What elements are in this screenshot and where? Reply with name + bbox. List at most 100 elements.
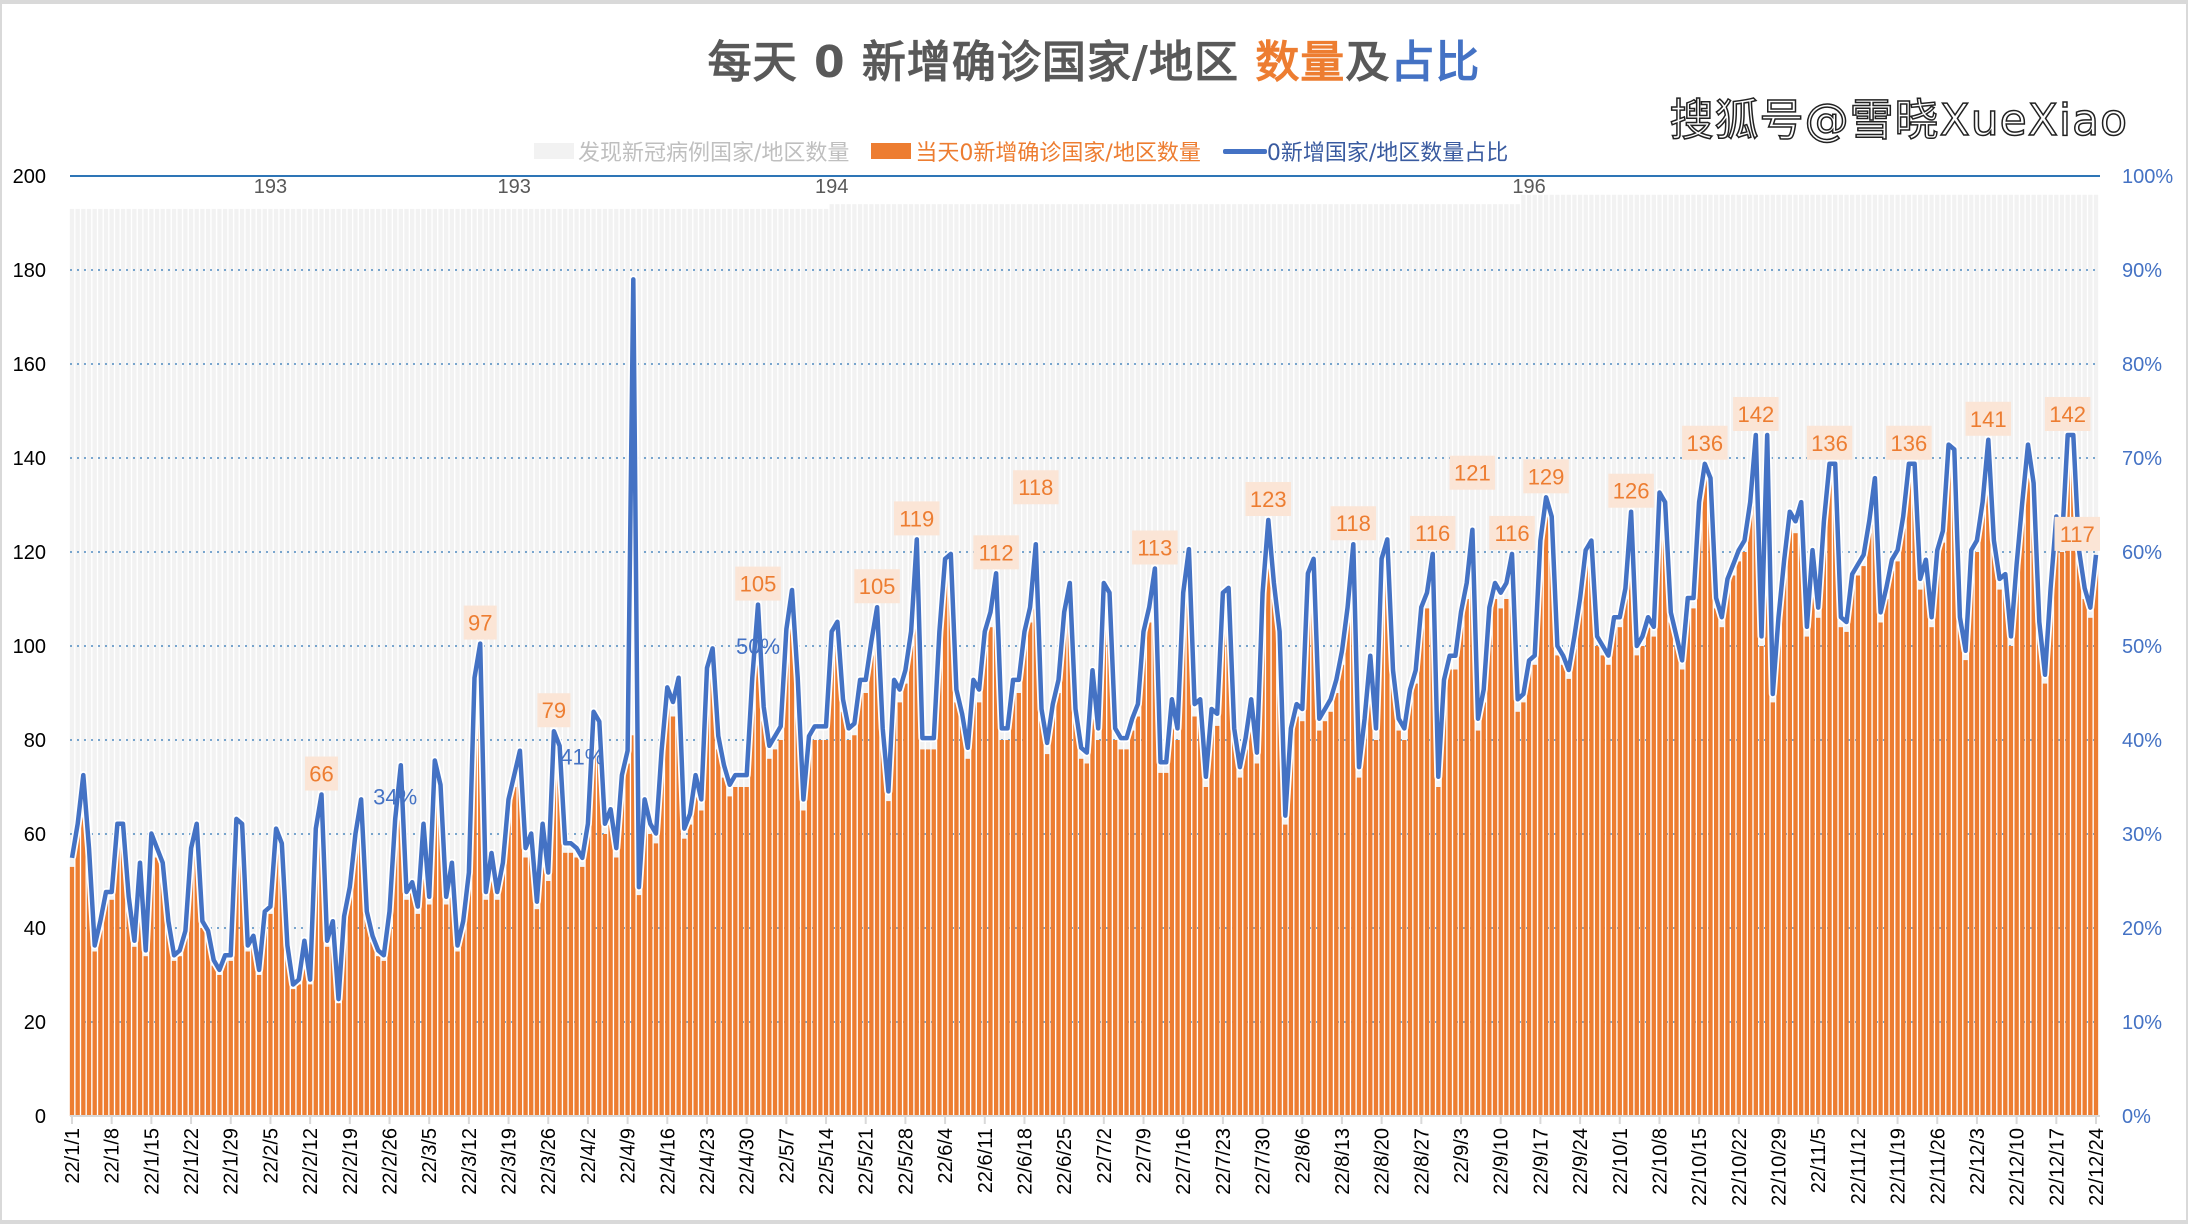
zero-new-bar <box>387 918 392 1116</box>
zero-new-bar <box>937 646 942 1116</box>
zero-new-bar <box>874 622 880 1116</box>
x-tick-label: 22/11/5 <box>1808 1128 1830 1193</box>
total-bar <box>126 208 131 1116</box>
x-tick-label: 22/3/19 <box>499 1128 521 1195</box>
zero-new-bar <box>574 857 579 1116</box>
zero-new-bar <box>744 787 749 1116</box>
zero-new-bar <box>143 956 148 1116</box>
total-bar <box>676 208 681 1116</box>
x-tick-label: 22/10/8 <box>1649 1128 1671 1195</box>
legend-item-zero[interactable]: 当天0新增确诊国家/地区数量 <box>871 135 1201 167</box>
zero-new-bar <box>829 646 834 1116</box>
total-bar <box>495 208 500 1116</box>
zero-new-bar <box>568 852 574 1116</box>
zero-new-bar <box>421 834 426 1116</box>
zero-new-bar <box>455 951 460 1116</box>
y-left-tick-label: 120 <box>13 542 46 564</box>
zero-new-bar <box>1645 627 1651 1116</box>
zero-new-bar <box>942 575 948 1116</box>
zero-new-bar <box>1770 702 1775 1116</box>
total-bar <box>818 208 823 1116</box>
zero-new-bar <box>914 556 919 1116</box>
zero-new-bar <box>1504 599 1509 1116</box>
total-bar <box>296 208 301 1116</box>
zero-new-bar <box>1935 561 1940 1116</box>
zero-new-bar <box>1288 740 1294 1116</box>
total-bar <box>370 208 375 1116</box>
zero-new-bar <box>1175 740 1180 1116</box>
total-bar <box>682 208 687 1116</box>
zero-new-bar <box>687 824 693 1116</box>
zero-new-bar <box>1912 476 1917 1116</box>
zero-new-bar <box>92 951 97 1116</box>
zero-new-bar <box>1322 721 1328 1116</box>
zero-new-bar <box>2048 599 2053 1116</box>
total-bar <box>1243 204 1248 1116</box>
zero-new-bar <box>988 627 993 1116</box>
x-tick-label: 22/2/26 <box>379 1128 401 1195</box>
zero-new-bar <box>1067 599 1072 1116</box>
total-bar <box>1209 204 1214 1116</box>
zero-new-bar <box>585 834 591 1116</box>
ratio-line <box>69 277 2099 1002</box>
x-tick-label: 22/6/25 <box>1054 1128 1076 1195</box>
zero-new-bar <box>109 899 114 1116</box>
zero-new-bar <box>1385 556 1390 1116</box>
total-bar <box>324 208 330 1116</box>
x-tick-label: 22/8/27 <box>1411 1128 1433 1195</box>
zero-new-bar <box>954 702 959 1116</box>
x-tick-label: 22/4/16 <box>657 1128 679 1195</box>
zero-new-bar <box>1441 693 1447 1116</box>
zero-new-bar <box>1101 599 1106 1116</box>
zero-new-bar <box>823 740 829 1116</box>
total-bar <box>506 208 511 1116</box>
zero-new-bar <box>614 857 619 1116</box>
x-tick-label: 22/8/6 <box>1292 1128 1314 1184</box>
y-right-tick-label: 100% <box>2122 166 2173 188</box>
zero-new-bar <box>1651 636 1656 1116</box>
zero-new-bar <box>2071 448 2076 1117</box>
zero-data-label: 123 <box>1250 487 1287 512</box>
zero-new-bar <box>177 956 182 1116</box>
total-bar <box>330 208 335 1116</box>
zero-data-label-box <box>1523 459 1569 494</box>
zero-new-bar <box>1487 622 1492 1116</box>
zero-new-bar <box>1362 730 1367 1116</box>
zero-new-bar <box>801 810 806 1116</box>
zero-new-bar <box>1594 646 1600 1116</box>
total-bar <box>273 208 279 1116</box>
x-tick-label: 22/1/22 <box>181 1128 203 1195</box>
zero-new-bar <box>1005 740 1010 1116</box>
zero-new-bar <box>126 904 131 1116</box>
total-bar <box>772 208 778 1116</box>
zero-new-bar <box>653 843 659 1116</box>
zero-new-bar <box>2054 528 2059 1116</box>
zero-new-bar <box>183 937 188 1116</box>
zero-new-bar <box>268 913 273 1116</box>
zero-new-bar <box>648 834 653 1116</box>
x-tick-label: 22/7/2 <box>1094 1128 1116 1184</box>
legend-swatch-total <box>534 143 574 159</box>
total-bar <box>228 208 233 1116</box>
zero-new-bar <box>1674 646 1679 1116</box>
zero-new-bar <box>2031 495 2036 1117</box>
zero-new-bar <box>1509 570 1515 1116</box>
total-bar <box>1044 204 1050 1116</box>
total-bar <box>177 208 182 1116</box>
total-bar <box>69 208 75 1116</box>
total-bar <box>529 208 534 1116</box>
total-bar <box>846 204 851 1116</box>
zero-new-bar <box>1158 772 1163 1116</box>
zero-new-bar <box>461 928 466 1116</box>
total-bar <box>149 208 154 1116</box>
zero-new-bar <box>1918 589 1923 1116</box>
zero-new-bar <box>1328 711 1333 1116</box>
legend-item-ratio[interactable]: 0新增国家/地区数量占比 <box>1222 135 1508 167</box>
total-bar <box>421 208 426 1116</box>
zero-data-label: 119 <box>899 506 934 531</box>
x-tick-label: 22/4/23 <box>697 1128 719 1195</box>
total-bar <box>262 208 267 1116</box>
legend-item-total[interactable]: 发现新冠病例国家/地区数量 <box>534 135 849 167</box>
zero-new-bar <box>659 763 664 1116</box>
zero-new-bar <box>444 904 449 1116</box>
